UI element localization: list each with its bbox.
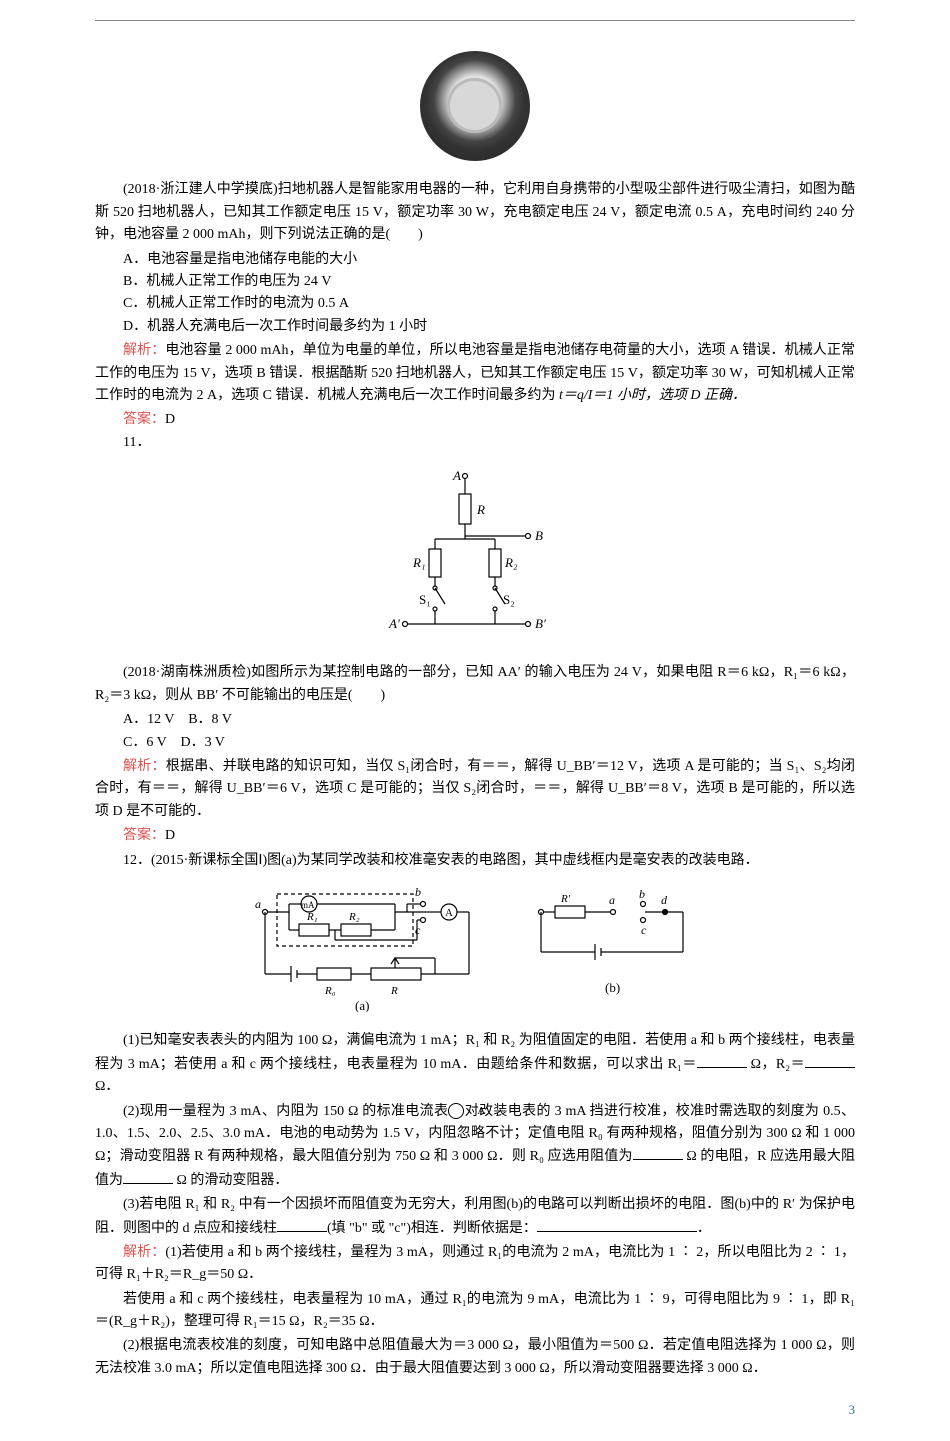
blank-r2 bbox=[805, 1053, 855, 1068]
blank-r0 bbox=[633, 1145, 683, 1160]
q10-opt-a: A．电池容量是指电池储存电能的大小 bbox=[95, 249, 855, 271]
svg-text:c: c bbox=[641, 923, 647, 937]
ammeter-icon: A bbox=[448, 1103, 464, 1119]
q12-analysis-1: 解析：(1)若使用 a 和 b 两个接线柱，量程为 3 mA，则通过 R₁的电流… bbox=[95, 1242, 855, 1287]
q10-stem: (2018·浙江建人中学摸底)扫地机器人是智能家用电器的一种，它利用自身携带的小… bbox=[95, 179, 855, 246]
answer-label: 答案： bbox=[123, 828, 165, 843]
svg-text:B: B bbox=[535, 528, 543, 543]
q10-answer: 答案：D bbox=[95, 409, 855, 431]
svg-text:a: a bbox=[609, 893, 615, 907]
q12-p2d: Ω 的滑动变阻器． bbox=[173, 1173, 288, 1188]
q12-analysis-3: (2)根据电流表校准的刻度，可知电路中总阻值最大为＝3 000 Ω，最小阻值为＝… bbox=[95, 1335, 855, 1380]
svg-text:mA: mA bbox=[301, 900, 315, 910]
q11-number: 11． bbox=[95, 432, 855, 454]
q10-opt-c: C．机械人正常工作时的电流为 0.5 A bbox=[95, 293, 855, 315]
q12-p3b: (填 "b" 或 "c")相连．判断依据是： bbox=[327, 1221, 537, 1236]
q10-opt-d: D．机器人充满电后一次工作时间最多约为 1 小时 bbox=[95, 316, 855, 338]
svg-text:R₂: R₂ bbox=[348, 911, 360, 923]
analysis-label: 解析： bbox=[123, 1245, 165, 1260]
q12-p2: (2)现用一量程为 3 mA、内阻为 150 Ω 的标准电流表A对改装电表的 3… bbox=[95, 1101, 855, 1193]
svg-text:R: R bbox=[390, 985, 398, 997]
q11-circuit: A R B R₁ R₂ S₁ S₂ A′ bbox=[95, 464, 855, 652]
blank-r bbox=[123, 1169, 173, 1184]
svg-text:a: a bbox=[255, 897, 261, 911]
page-number: 3 bbox=[95, 1400, 855, 1421]
robot-image bbox=[95, 51, 855, 169]
svg-text:R₁: R₁ bbox=[412, 555, 425, 570]
q12-j1: (1)若使用 a 和 b 两个接线柱，量程为 3 mA，则通过 R₁的电流为 2… bbox=[95, 1245, 855, 1282]
q12-head: 12．(2015·新课标全国Ⅰ)图(a)为某同学改装和校准毫安表的电路图，其中虚… bbox=[95, 850, 855, 872]
q11-c: C．6 V bbox=[123, 735, 166, 750]
q11-analysis-text: 根据串、并联电路的知识可知，当仅 S₁闭合时，有＝＝，解得 U_BB′＝12 V… bbox=[95, 759, 855, 819]
svg-text:R: R bbox=[476, 502, 485, 517]
top-rule bbox=[95, 20, 855, 21]
svg-text:R₁: R₁ bbox=[306, 911, 318, 923]
svg-text:R₀: R₀ bbox=[324, 985, 336, 997]
q12-p3c: ． bbox=[697, 1221, 711, 1236]
blank-r1 bbox=[697, 1053, 747, 1068]
q11-a: A．12 V bbox=[123, 712, 174, 727]
q11-opts-cd: C．6 V D．3 V bbox=[95, 732, 855, 754]
svg-text:b: b bbox=[639, 887, 645, 901]
q12-p1: (1)已知毫安表表头的内阻为 100 Ω，满偏电流为 1 mA；R₁ 和 R₂ … bbox=[95, 1030, 855, 1098]
q11-stem: (2018·湖南株洲质检)如图所示为某控制电路的一部分，已知 AA′ 的输入电压… bbox=[95, 662, 855, 707]
q11-source: (2018·湖南株洲质检) bbox=[123, 665, 251, 680]
q11-b: B．8 V bbox=[188, 712, 232, 727]
svg-text:d: d bbox=[661, 893, 668, 907]
analysis-label: 解析： bbox=[123, 759, 166, 774]
q11-d: D．3 V bbox=[180, 735, 224, 750]
q10-analysis: 解析：电池容量 2 000 mAh，单位为电量的单位，所以电池容量是指电池储存电… bbox=[95, 340, 855, 407]
svg-text:b: b bbox=[415, 885, 421, 899]
svg-text:A: A bbox=[452, 468, 461, 483]
svg-text:A′: A′ bbox=[388, 616, 400, 631]
blank-bc bbox=[277, 1217, 327, 1232]
q12-analysis-2: 若使用 a 和 c 两个接线柱，电表量程为 10 mA，通过 R₁的电流为 9 … bbox=[95, 1289, 855, 1334]
analysis-label: 解析： bbox=[123, 343, 165, 358]
svg-text:S₁: S₁ bbox=[419, 592, 431, 607]
answer-label: 答案： bbox=[123, 412, 165, 427]
q10-analysis-t: t＝q/I＝1 小时，选项 D 正确． bbox=[559, 388, 746, 403]
svg-text:R′: R′ bbox=[560, 893, 571, 905]
q11-ans-val: D bbox=[165, 828, 175, 843]
q12-p3: (3)若电阻 R₁ 和 R₂ 中有一个因损坏而阻值变为无穷大，利用图(b)的电路… bbox=[95, 1194, 855, 1240]
q10-ans-val: D bbox=[165, 412, 175, 427]
q10-opt-b: B．机械人正常工作的电压为 24 V bbox=[95, 271, 855, 293]
svg-text:(a): (a) bbox=[355, 998, 369, 1012]
q12-p2a: (2)现用一量程为 3 mA、内阻为 150 Ω 的标准电流表 bbox=[123, 1104, 448, 1119]
svg-text:c: c bbox=[415, 923, 421, 937]
q12-circuits: a mA R₁ R₂ b c A bbox=[95, 882, 855, 1020]
blank-reason bbox=[537, 1217, 697, 1232]
svg-text:A: A bbox=[445, 907, 453, 919]
svg-text:R₂: R₂ bbox=[504, 555, 518, 570]
q12-p1b: Ω，R₂＝ bbox=[747, 1057, 805, 1072]
q11-analysis: 解析：根据串、并联电路的知识可知，当仅 S₁闭合时，有＝＝，解得 U_BB′＝1… bbox=[95, 756, 855, 823]
q11-answer: 答案：D bbox=[95, 825, 855, 847]
svg-text:(b): (b) bbox=[605, 980, 620, 995]
svg-text:S₂: S₂ bbox=[503, 592, 515, 607]
q11-opts-ab: A．12 V B．8 V bbox=[95, 709, 855, 731]
q10-source: (2018·浙江建人中学摸底) bbox=[123, 182, 278, 197]
svg-text:B′: B′ bbox=[535, 616, 546, 631]
q12-p1c: Ω． bbox=[95, 1079, 119, 1094]
